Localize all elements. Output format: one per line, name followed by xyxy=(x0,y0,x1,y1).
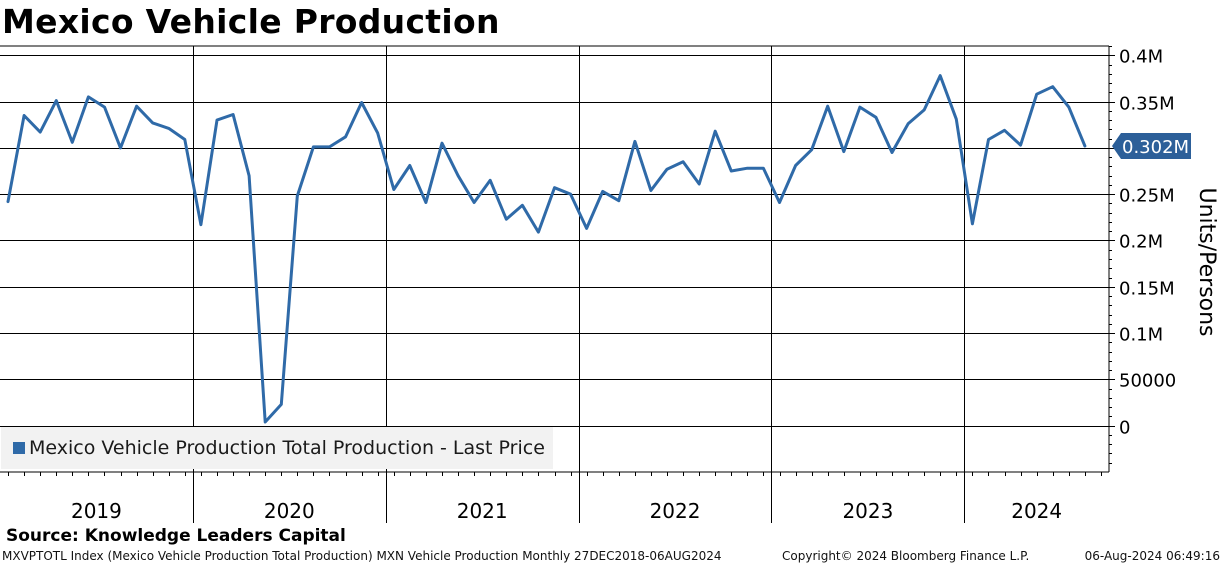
y-tick-label: 0.4M xyxy=(1119,47,1163,68)
y-tick-label: 0.15M xyxy=(1119,279,1175,300)
y-tick-label: 0.35M xyxy=(1119,94,1175,115)
y-tick-label: 50000 xyxy=(1119,371,1176,392)
legend: Mexico Vehicle Production Total Producti… xyxy=(1,427,553,469)
footer-copyright: Copyright© 2024 Bloomberg Finance L.P. xyxy=(782,549,1030,563)
x-year-label: 2021 xyxy=(457,499,508,523)
x-year-label: 2019 xyxy=(71,499,122,523)
chart-title: Mexico Vehicle Production xyxy=(2,2,500,41)
footer-timestamp: 06-Aug-2024 06:49:16 xyxy=(1084,549,1220,563)
x-year-label: 2022 xyxy=(650,499,701,523)
y-tick-label: 0.1M xyxy=(1119,325,1163,346)
last-value-label: 0.302M xyxy=(1122,137,1189,158)
footer-index-info: MXVPTOTL Index (Mexico Vehicle Productio… xyxy=(2,549,722,563)
y-axis-title: Units/Persons xyxy=(1194,187,1219,336)
legend-label: Mexico Vehicle Production Total Producti… xyxy=(29,437,545,459)
y-tick-label: 0 xyxy=(1119,418,1130,439)
x-year-label: 2023 xyxy=(842,499,893,523)
x-year-label: 2024 xyxy=(1011,499,1062,523)
series-line xyxy=(6,74,1087,424)
source-note: Source: Knowledge Leaders Capital xyxy=(6,526,346,546)
x-year-label: 2020 xyxy=(264,499,315,523)
last-value-marker xyxy=(1112,133,1191,160)
legend-swatch xyxy=(13,442,25,454)
y-tick-label: 0.2M xyxy=(1119,232,1163,253)
y-tick-label: 0.25M xyxy=(1119,186,1175,207)
